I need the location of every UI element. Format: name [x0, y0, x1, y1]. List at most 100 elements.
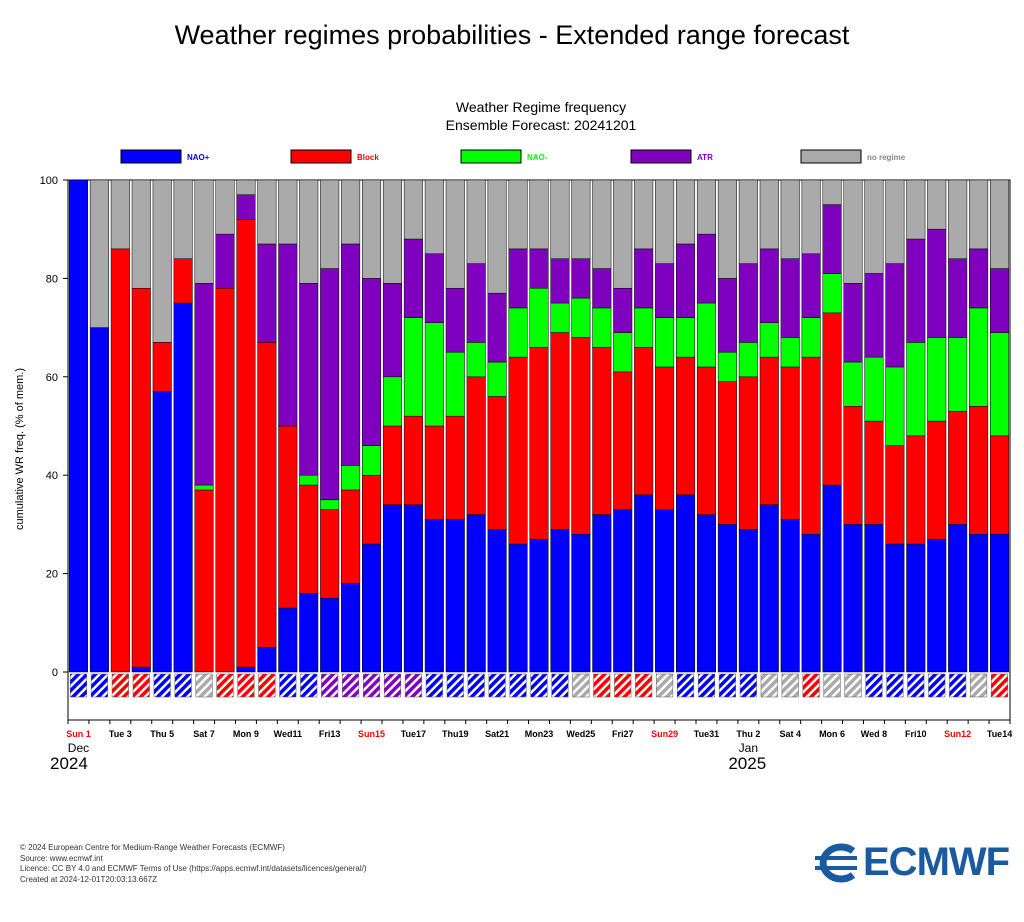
bar-atr [571, 258, 591, 299]
bar-no_regime [634, 179, 654, 250]
x-tick-label: Thu 2 [736, 729, 760, 739]
y-tick-label: 60 [46, 372, 58, 384]
bar-atr [634, 248, 654, 309]
dominant-marker [593, 673, 611, 698]
bar-nao_plus [864, 524, 884, 673]
bar-atr [655, 263, 675, 319]
bar-nao_plus [466, 514, 486, 673]
bar-nao_minus [382, 376, 402, 427]
bar-block [382, 425, 402, 505]
x-tick-label: Fri13 [319, 729, 341, 739]
dominant-marker [258, 673, 276, 698]
bar-nao_minus [780, 337, 800, 368]
dominant-marker [237, 673, 255, 698]
dominant-marker [697, 673, 715, 698]
bar-block [655, 366, 675, 510]
bar-block [362, 474, 382, 545]
y-tick-label: 20 [46, 569, 58, 581]
bar-atr [885, 263, 905, 368]
created-text: Created at 2024-12-01T20:03:13.667Z [20, 874, 157, 884]
dominant-marker [279, 673, 297, 698]
dominant-marker [509, 673, 527, 698]
dominant-marker [656, 673, 674, 698]
source-text: Source: www.ecmwf.int [20, 853, 103, 863]
bar-no_regime [613, 179, 633, 289]
bar-block [110, 248, 130, 673]
bar-nao_minus [634, 307, 654, 348]
weather-regime-chart: Weather Regime frequency Ensemble Foreca… [14, 99, 1012, 773]
bar-no_regime [466, 179, 486, 264]
dominant-marker [718, 673, 736, 698]
bar-no_regime [738, 179, 758, 264]
bar-nao_minus [969, 307, 989, 407]
bar-nao_plus [822, 484, 842, 673]
legend-label-atr: ATR [697, 153, 713, 162]
dominant-marker [802, 673, 820, 698]
bar-no_regime [320, 179, 340, 269]
bar-nao_plus [529, 538, 549, 673]
dominant-marker [823, 673, 841, 698]
x-tick-label: Sun 1 [66, 729, 91, 739]
x-tick-label: Mon 6 [819, 729, 845, 739]
bar-block [822, 312, 842, 486]
bar-block [696, 366, 716, 515]
dominant-marker [216, 673, 234, 698]
bar-nao_minus [571, 297, 591, 338]
bar-nao_plus [257, 647, 277, 673]
bar-no_regime [655, 179, 675, 264]
bar-nao_plus [508, 543, 528, 673]
bar-atr [822, 204, 842, 274]
y-axis-label: cumulative WR freq. (% of mem.) [14, 368, 26, 530]
bar-nao_plus [299, 593, 319, 673]
bar-block [236, 219, 256, 668]
bar-no_regime [592, 179, 612, 269]
bar-no_regime [969, 179, 989, 250]
y-tick-label: 100 [40, 175, 58, 187]
legend-label-block: Block [357, 153, 379, 162]
bar-nao_minus [362, 445, 382, 476]
bar-nao_minus [717, 351, 737, 382]
dominant-marker [844, 673, 862, 698]
bar-no_regime [759, 179, 779, 250]
x-tick-label: Tue14 [987, 729, 1012, 739]
dominant-marker [425, 673, 443, 698]
chart-legend: NAO+ Block NAO- ATR no regime [120, 149, 906, 164]
y-tick-label: 0 [52, 667, 58, 679]
bar-nao_minus [529, 287, 549, 348]
x-year-label: 2024 [50, 754, 88, 773]
bar-atr [717, 278, 737, 353]
bar-block [780, 366, 800, 520]
bar-nao_plus [613, 509, 633, 673]
x-tick-label: Thu 5 [150, 729, 174, 739]
dominant-marker [446, 673, 464, 698]
dominant-marker [363, 673, 381, 698]
plot-area [67, 179, 1011, 721]
bar-nao_plus [906, 543, 926, 673]
bar-nao_minus [487, 361, 507, 397]
x-tick-label: Mon23 [525, 729, 554, 739]
bar-atr [696, 233, 716, 304]
bar-block [403, 415, 423, 505]
bar-nao_minus [990, 332, 1010, 437]
bar-no_regime [194, 179, 214, 284]
dominant-marker [677, 673, 695, 698]
legend-swatch-block [290, 149, 352, 164]
x-tick-label: Wed 8 [861, 729, 887, 739]
bar-block [927, 420, 947, 540]
bar-no_regime [362, 179, 382, 279]
bar-block [299, 484, 319, 594]
bar-no_regime [445, 179, 465, 289]
y-axis: 0 20 40 60 80 100 [40, 175, 69, 720]
bar-nao_minus [885, 366, 905, 446]
dominant-marker [300, 673, 318, 698]
bar-atr [194, 283, 214, 486]
bar-nao_plus [592, 514, 612, 673]
bar-no_regime [696, 179, 716, 235]
bar-atr [424, 253, 444, 323]
dominant-marker [928, 673, 946, 698]
dominant-marker [991, 673, 1009, 698]
bar-block [424, 425, 444, 520]
bar-atr [508, 248, 528, 309]
bar-nao_plus [990, 533, 1010, 673]
x-tick-label: Tue31 [694, 729, 719, 739]
